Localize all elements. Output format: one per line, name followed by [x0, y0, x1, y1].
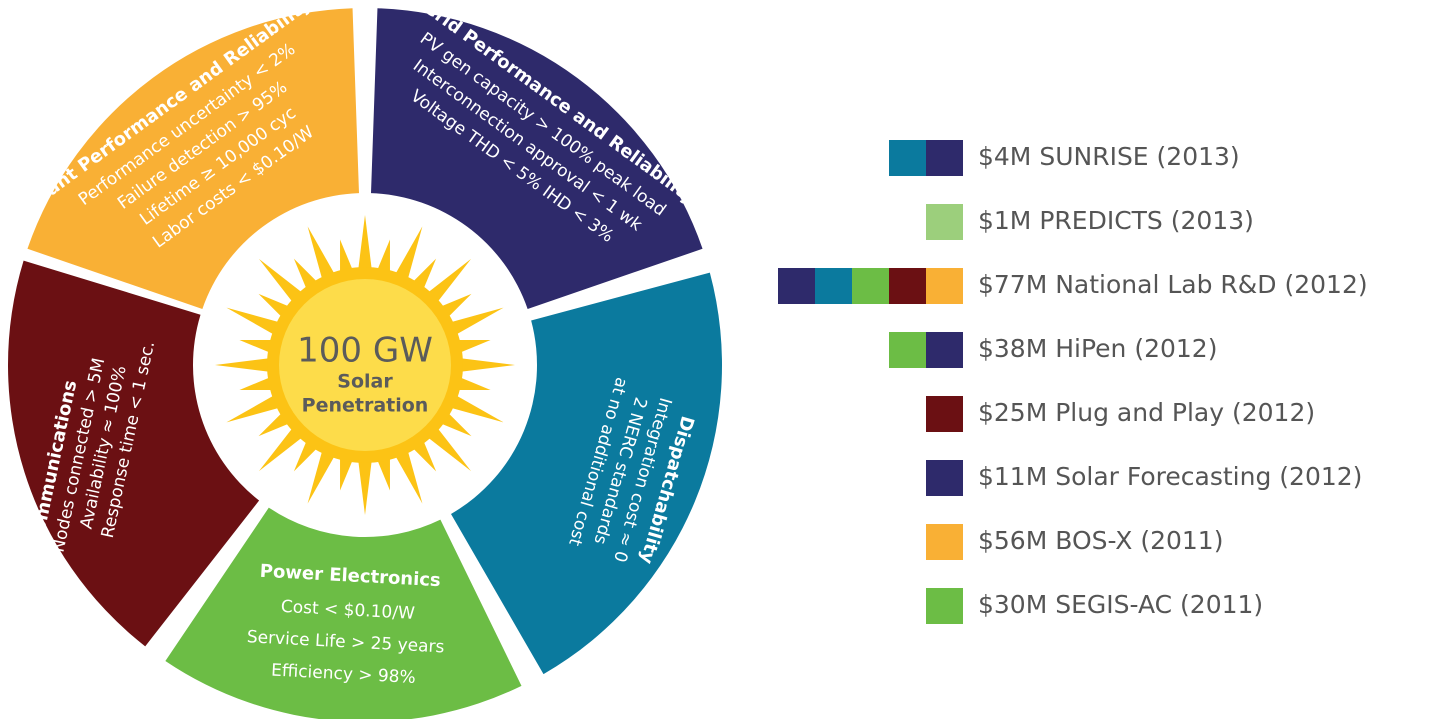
legend-swatch — [889, 332, 926, 368]
legend-label: $1M PREDICTS (2013) — [978, 206, 1254, 235]
center-title: 100 GW — [297, 331, 433, 371]
legend-swatch — [778, 268, 815, 304]
center-line: Penetration — [302, 395, 429, 417]
legend-swatch — [926, 460, 963, 496]
legend-swatch — [852, 268, 889, 304]
legend-label: $38M HiPen (2012) — [978, 334, 1217, 363]
legend-label: $25M Plug and Play (2012) — [978, 398, 1315, 427]
sun-ray — [358, 457, 372, 515]
sun-ray — [215, 358, 273, 372]
legend-swatch — [889, 268, 926, 304]
legend-label: $4M SUNRISE (2013) — [978, 142, 1240, 171]
center-line: Solar — [337, 371, 393, 393]
legend-swatch — [926, 140, 963, 176]
legend-label: $56M BOS-X (2011) — [978, 526, 1223, 555]
legend: $4M SUNRISE (2013) $1M PREDICTS (2013) $77… — [778, 140, 1368, 624]
diagram: Plant Performance and ReliabilityPerform… — [0, 0, 1442, 719]
legend-swatch — [926, 396, 963, 432]
legend-label: $11M Solar Forecasting (2012) — [978, 462, 1362, 491]
legend-label: $30M SEGIS-AC (2011) — [978, 590, 1263, 619]
legend-swatch — [926, 268, 963, 304]
legend-swatch — [926, 332, 963, 368]
legend-label: $77M National Lab R&D (2012) — [978, 270, 1368, 299]
sun-ray — [457, 358, 515, 372]
sun-ray — [358, 215, 372, 273]
legend-swatch — [889, 140, 926, 176]
legend-swatch — [926, 524, 963, 560]
legend-swatch — [926, 588, 963, 624]
legend-swatch — [815, 268, 852, 304]
legend-swatch — [926, 204, 963, 240]
